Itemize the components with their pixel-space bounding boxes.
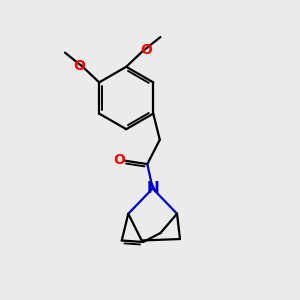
- Text: N: N: [146, 181, 159, 196]
- Text: O: O: [140, 44, 152, 57]
- Text: O: O: [113, 153, 125, 167]
- Text: O: O: [73, 59, 85, 73]
